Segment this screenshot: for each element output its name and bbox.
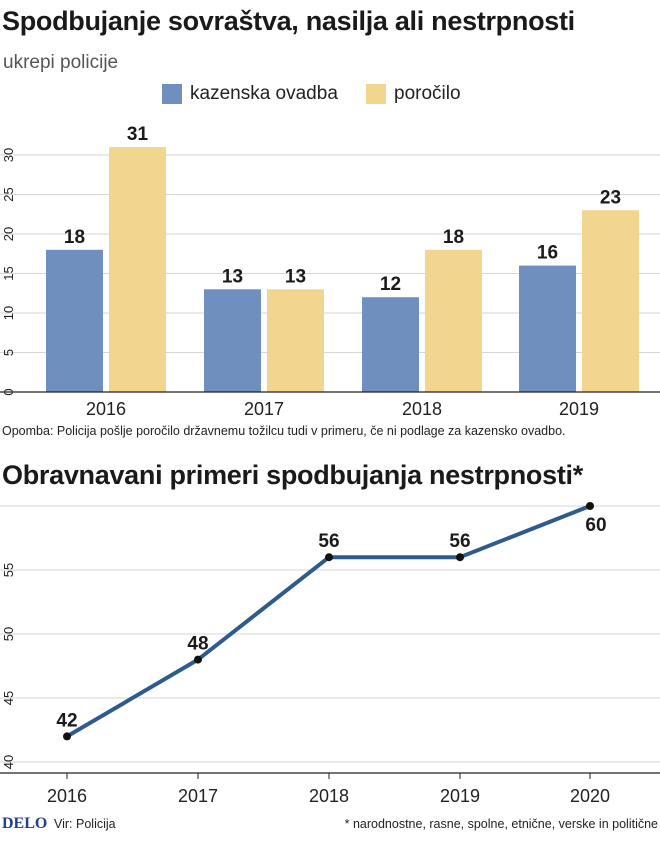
x-tick-label: 2016: [86, 399, 126, 419]
y-tick-label: 45: [1, 691, 16, 705]
data-label: 31: [127, 124, 149, 145]
x-tick-label: 2019: [440, 786, 480, 806]
x-tick-label: 2020: [570, 786, 610, 806]
y-tick-label: 40: [1, 755, 16, 769]
legend-item-kazenska-ovadba: kazenska ovadba: [162, 83, 338, 105]
legend-swatch-porocilo: [366, 84, 386, 104]
data-label: 13: [285, 266, 306, 287]
data-label: 12: [380, 274, 401, 295]
bar-kazenska-ovadba-2018: [362, 297, 419, 392]
y-tick-label: 10: [1, 306, 16, 320]
data-label: 56: [449, 531, 470, 552]
data-point-2016: [63, 732, 71, 741]
x-tick-label: 2017: [178, 786, 218, 806]
delo-logo: DELO: [2, 815, 48, 832]
bar-porocilo-2018: [425, 249, 482, 392]
line-chart: 40 45 50 55 2016 42 2017 48 2018 56 2019 56 2020 60: [0, 502, 660, 806]
data-point-2018: [325, 553, 333, 562]
legend-item-porocilo: poročilo: [366, 83, 461, 105]
y-tick-label: 15: [1, 266, 16, 280]
x-tick-label: 2019: [559, 399, 599, 419]
bar-kazenska-ovadba-2016: [46, 249, 103, 392]
bar-chart-note: Opomba: Policija pošlje poročilo državne…: [2, 424, 566, 438]
y-tick-label: 25: [1, 187, 16, 201]
y-tick-label: 50: [1, 627, 16, 641]
x-tick-label: 2018: [309, 786, 349, 806]
data-label: 56: [318, 531, 339, 552]
legend-label-porocilo: poročilo: [394, 83, 461, 104]
x-tick-label: 2016: [47, 786, 87, 806]
bar-porocilo-2017: [267, 289, 324, 392]
y-tick-label: 55: [1, 563, 16, 577]
y-tick-label: 30: [1, 148, 16, 162]
data-point-2017: [194, 655, 202, 664]
data-label: 23: [600, 187, 621, 208]
data-label: 60: [585, 515, 606, 536]
bar-kazenska-ovadba-2019: [519, 265, 576, 392]
y-tick-label: 5: [1, 349, 16, 356]
x-tick-label: 2018: [402, 399, 442, 419]
data-label: 18: [443, 227, 464, 248]
bar-chart-title: Spodbujanje sovraštva, nasilja ali nestr…: [2, 6, 575, 36]
y-tick-label: 20: [1, 227, 16, 241]
data-label: 48: [187, 634, 208, 655]
legend-swatch-kazenska-ovadba: [162, 84, 182, 104]
source-text: Vir: Policija: [54, 817, 116, 831]
footnote: * narodnostne, rasne, spolne, etnične, v…: [344, 817, 658, 831]
data-label: 42: [56, 710, 77, 731]
bar-kazenska-ovadba-2017: [204, 289, 261, 392]
x-tick-label: 2017: [244, 399, 284, 419]
data-label: 16: [537, 243, 558, 264]
bar-porocilo-2019: [582, 210, 639, 392]
bar-chart-subtitle: ukrepi policije: [3, 52, 119, 73]
data-label: 18: [64, 227, 85, 248]
bar-porocilo-2016: [109, 147, 166, 392]
data-point-2019: [456, 553, 464, 562]
legend-label-kazenska-ovadba: kazenska ovadba: [190, 83, 338, 104]
data-point-2020: [586, 502, 594, 510]
data-label: 13: [222, 266, 243, 287]
line-chart-title: Obravnavani primeri spodbujanja nestrpno…: [2, 460, 583, 490]
